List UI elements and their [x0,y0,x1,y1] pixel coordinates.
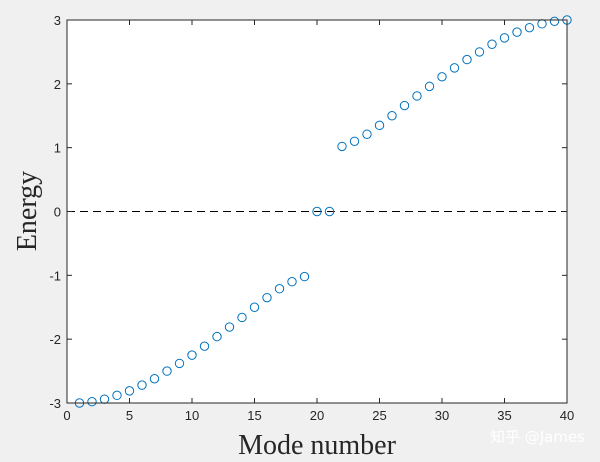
data-point [274,284,285,294]
x-tick-label: 15 [247,408,261,423]
data-point [324,206,335,217]
data-point [137,380,147,390]
data-point [287,277,297,287]
data-points [74,15,572,408]
x-tick-label: 20 [310,408,324,423]
data-point [424,81,435,92]
y-tick-label: -3 [49,396,61,411]
y-tick-label: 3 [54,13,61,28]
data-point [349,136,360,146]
data-point [499,33,510,43]
data-point [262,292,272,303]
data-point [399,100,410,111]
x-tick-label: 0 [63,408,70,423]
x-tick-label: 25 [372,408,386,423]
data-point [437,72,447,82]
data-point [387,111,397,121]
y-tick-label: -2 [49,332,61,347]
y-tick-label: 2 [54,77,61,92]
data-point [524,22,535,33]
data-point [549,16,560,26]
data-point [87,397,97,407]
x-axis-title: Mode number [238,430,397,461]
data-point [174,358,185,369]
data-point [312,206,322,217]
data-point [212,331,222,342]
x-tick-label: 40 [560,408,574,423]
data-point [374,120,385,131]
y-tick-label: 1 [54,141,61,156]
data-point [512,27,522,37]
y-tick-label: -1 [49,268,61,283]
data-point [487,39,497,49]
data-point [337,141,347,152]
x-tick-label: 35 [497,408,511,423]
x-tick-label: 30 [435,408,449,423]
data-point [474,47,485,57]
data-point [187,350,197,360]
y-tick-label: 0 [54,205,61,220]
data-point [112,390,122,401]
axis-ticks: 0 5 10 15 20 25 30 35 40 -3 -2 -1 0 1 2 3 [49,13,574,423]
data-point [299,271,310,282]
data-point [162,366,172,376]
x-tick-label: 5 [126,408,133,423]
data-point [149,374,160,384]
x-tick-label: 10 [185,408,199,423]
data-point [237,312,247,323]
data-point [412,91,422,101]
data-point [199,341,210,351]
data-point [124,386,135,396]
watermark: 知乎 @James [490,428,585,446]
data-point [362,129,372,139]
data-point [449,63,460,73]
y-axis-title: Energy [12,171,43,251]
data-point [249,302,260,312]
data-point [224,322,235,332]
data-point [462,54,472,65]
